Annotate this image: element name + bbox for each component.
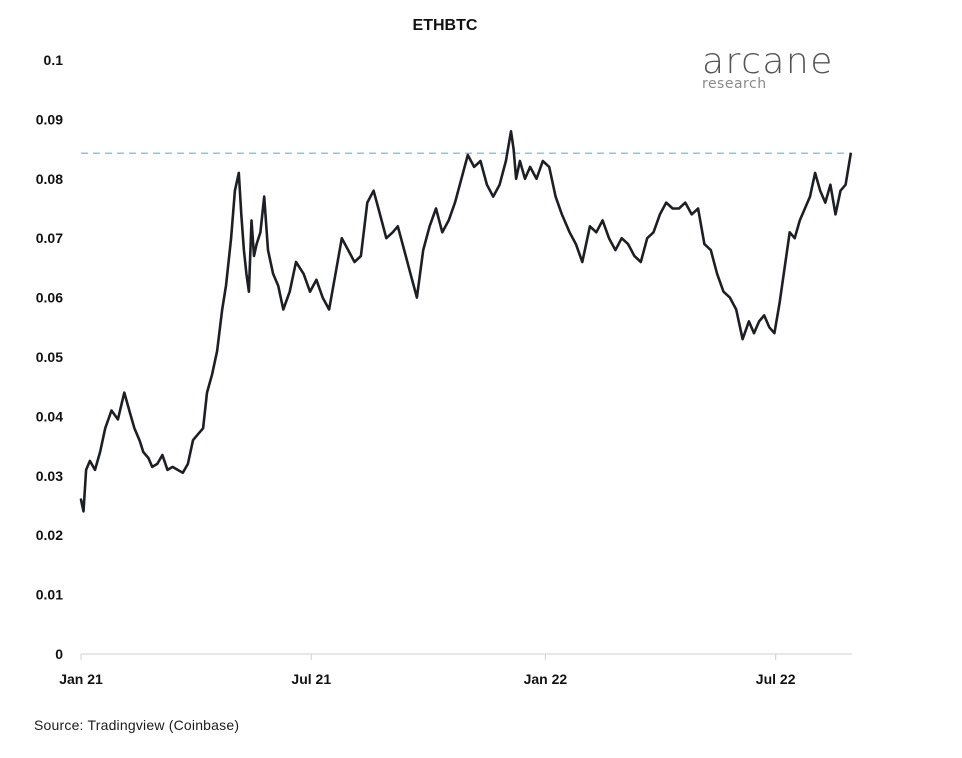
x-tick-label: Jan 22	[524, 671, 568, 687]
y-tick-label: 0.03	[36, 468, 63, 484]
x-axis: Jan 21 Jul 21 Jan 22 Jul 22	[59, 654, 796, 687]
y-tick-label: 0	[55, 646, 63, 662]
y-tick-label: 0.07	[36, 230, 63, 246]
logo-wordmark: arcane	[702, 41, 834, 82]
x-tick-label: Jan 21	[59, 671, 103, 687]
y-tick-label: 0.02	[36, 527, 63, 543]
x-tick-label: Jul 22	[756, 671, 796, 687]
logo-subtitle: research	[702, 76, 767, 92]
y-tick-label: 0.09	[36, 111, 63, 127]
y-axis: 0 0.01 0.02 0.03 0.04 0.05 0.06 0.07 0.08 0.09 0.1	[36, 52, 63, 662]
series-line	[79, 130, 852, 513]
y-tick-label: 0.08	[36, 171, 63, 187]
chart-title: ETHBTC	[413, 17, 478, 34]
arcane-research-logo: arcane research	[702, 41, 852, 93]
x-tick-label: Jul 21	[291, 671, 331, 687]
y-tick-label: 0.01	[36, 587, 63, 603]
y-tick-label: 0.1	[44, 52, 64, 68]
y-tick-label: 0.04	[36, 408, 63, 424]
source-note: Source: Tradingview (Coinbase)	[34, 717, 240, 733]
y-tick-label: 0.05	[36, 349, 63, 365]
y-tick-label: 0.06	[36, 290, 63, 306]
